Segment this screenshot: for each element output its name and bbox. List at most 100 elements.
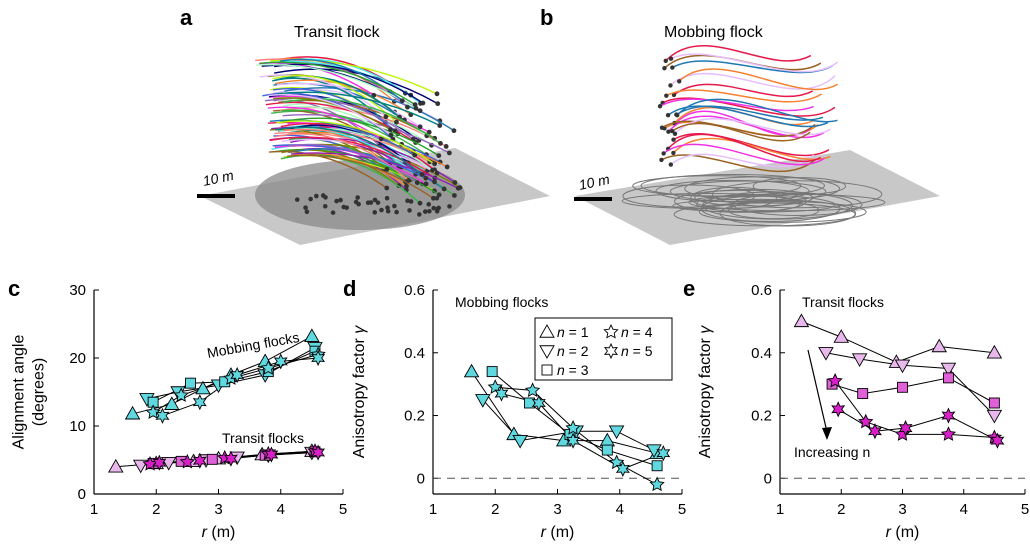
shadow-trajectory bbox=[690, 186, 777, 210]
shadow-trajectory bbox=[732, 192, 863, 216]
data-point-n2 bbox=[608, 425, 625, 440]
trajectory-endpoint bbox=[405, 104, 410, 110]
data-point-n1 bbox=[463, 363, 480, 378]
trajectory-endpoint bbox=[434, 91, 440, 97]
trajectory-line bbox=[676, 98, 838, 123]
trajectory-endpoint bbox=[668, 162, 674, 167]
trajectory-line bbox=[678, 68, 839, 91]
trajectory-endpoint bbox=[663, 58, 668, 63]
data-point-n4 bbox=[827, 372, 843, 388]
trajectory-endpoint bbox=[444, 164, 450, 170]
y-tick-label: 0.2 bbox=[404, 408, 425, 425]
shadow-endpoint bbox=[355, 195, 360, 200]
shadow-endpoint bbox=[330, 210, 336, 215]
trajectory-endpoint bbox=[399, 98, 405, 104]
chart-c: 1 2 3 4 5 0 10 20 30 r (m) Alignment angle (degrees… bbox=[11, 282, 348, 541]
shadow-endpoint bbox=[417, 212, 422, 217]
panel-label-e: e bbox=[683, 276, 695, 301]
shadow-endpoint bbox=[408, 199, 414, 204]
trajectory-line bbox=[670, 53, 839, 73]
data-point-n4 bbox=[894, 426, 911, 441]
data-point-n3 bbox=[601, 444, 613, 456]
trajectory-endpoint bbox=[394, 119, 399, 125]
x-tick-label: 4 bbox=[277, 501, 285, 518]
x-tick-label: 3 bbox=[553, 501, 561, 518]
x-tick-label: 2 bbox=[152, 501, 160, 518]
trajectory-line bbox=[279, 117, 440, 157]
shadow-endpoint bbox=[426, 202, 432, 207]
data-point-n5 bbox=[311, 444, 326, 461]
ground-plane bbox=[575, 150, 940, 245]
panel-b-title: Mobbing flock bbox=[664, 24, 764, 41]
y-axis-label: Anisotropy factor γ bbox=[697, 325, 714, 459]
trajectory-endpoint bbox=[423, 175, 429, 181]
shadow-endpoint bbox=[427, 208, 432, 214]
trajectory-line bbox=[259, 61, 416, 106]
shadow-endpoint bbox=[356, 201, 361, 207]
shadow-endpoint bbox=[422, 209, 428, 214]
trajectory-line bbox=[275, 126, 423, 176]
trajectory-endpoint bbox=[657, 104, 663, 109]
data-point-n2 bbox=[818, 347, 834, 361]
data-point-n5 bbox=[192, 394, 207, 411]
trajectory-line bbox=[665, 45, 812, 62]
trajectory-endpoint bbox=[404, 183, 409, 189]
trajectory-endpoint bbox=[388, 132, 394, 138]
data-point-n1 bbox=[124, 405, 141, 420]
trajectory-endpoint bbox=[677, 79, 682, 84]
arrow-head bbox=[822, 427, 832, 440]
x-tick-label: 3 bbox=[898, 501, 906, 518]
data-point-n3 bbox=[185, 377, 196, 389]
trajectory-line bbox=[277, 91, 441, 127]
data-point-n4 bbox=[260, 360, 276, 375]
legend-box bbox=[534, 317, 673, 381]
legend-label: n = 2 bbox=[557, 343, 589, 359]
data-point-n3 bbox=[651, 460, 663, 472]
annotation-mobbing-flocks: Mobbing flocks bbox=[206, 329, 301, 361]
shadow-trajectory bbox=[712, 180, 883, 209]
trajectory-endpoint bbox=[388, 127, 393, 133]
trajectory-endpoint bbox=[435, 101, 441, 107]
trajectory-line bbox=[273, 97, 391, 131]
trajectory-endpoint bbox=[412, 102, 418, 108]
trajectory-line bbox=[274, 79, 412, 116]
shadow-endpoint bbox=[379, 207, 384, 213]
trajectory-line bbox=[287, 124, 409, 164]
data-point-n5 bbox=[566, 432, 581, 449]
data-point-n4 bbox=[565, 420, 581, 435]
shadow-endpoint bbox=[407, 208, 412, 213]
trajectory-line bbox=[671, 122, 811, 142]
chart-title: Mobbing flocks bbox=[455, 294, 548, 310]
trajectory-endpoint bbox=[436, 153, 442, 158]
trajectory-endpoint bbox=[426, 129, 432, 135]
x-tick-label: 3 bbox=[214, 501, 222, 518]
trajectory-endpoint bbox=[412, 152, 418, 158]
data-point-n5 bbox=[867, 423, 882, 440]
shadow-trajectory bbox=[640, 173, 825, 198]
y-tick-label: 0 bbox=[764, 470, 772, 487]
trajectory-line bbox=[272, 75, 397, 123]
data-point-n1 bbox=[931, 338, 948, 353]
x-tick-label: 5 bbox=[1021, 501, 1029, 518]
trajectory-line bbox=[272, 87, 396, 132]
trajectory-endpoint bbox=[384, 166, 390, 172]
panel-a-title: Transit flock bbox=[294, 24, 381, 41]
trajectory-endpoint bbox=[664, 93, 669, 98]
trajectory-line bbox=[283, 103, 432, 146]
trajectory-endpoint bbox=[670, 128, 675, 134]
mobbing-flock-trajectories bbox=[575, 45, 940, 245]
data-point-n5 bbox=[152, 454, 167, 471]
panel-a-scale-label: 10 m bbox=[201, 167, 235, 189]
y-axis-label: Anisotropy factor γ bbox=[351, 325, 368, 459]
shadow-endpoint bbox=[447, 204, 452, 209]
x-tick-label: 1 bbox=[90, 501, 98, 518]
data-point-n3 bbox=[942, 372, 954, 384]
y-tick-label: 0 bbox=[417, 470, 425, 487]
legend-marker-tri-up bbox=[539, 324, 555, 338]
data-point-n5 bbox=[192, 452, 207, 469]
shadow-endpoint bbox=[344, 205, 349, 210]
shadow-trajectory bbox=[684, 176, 841, 202]
trajectory-endpoint bbox=[671, 92, 677, 98]
data-point-n4 bbox=[940, 426, 957, 441]
trajectory-endpoint bbox=[455, 185, 461, 191]
